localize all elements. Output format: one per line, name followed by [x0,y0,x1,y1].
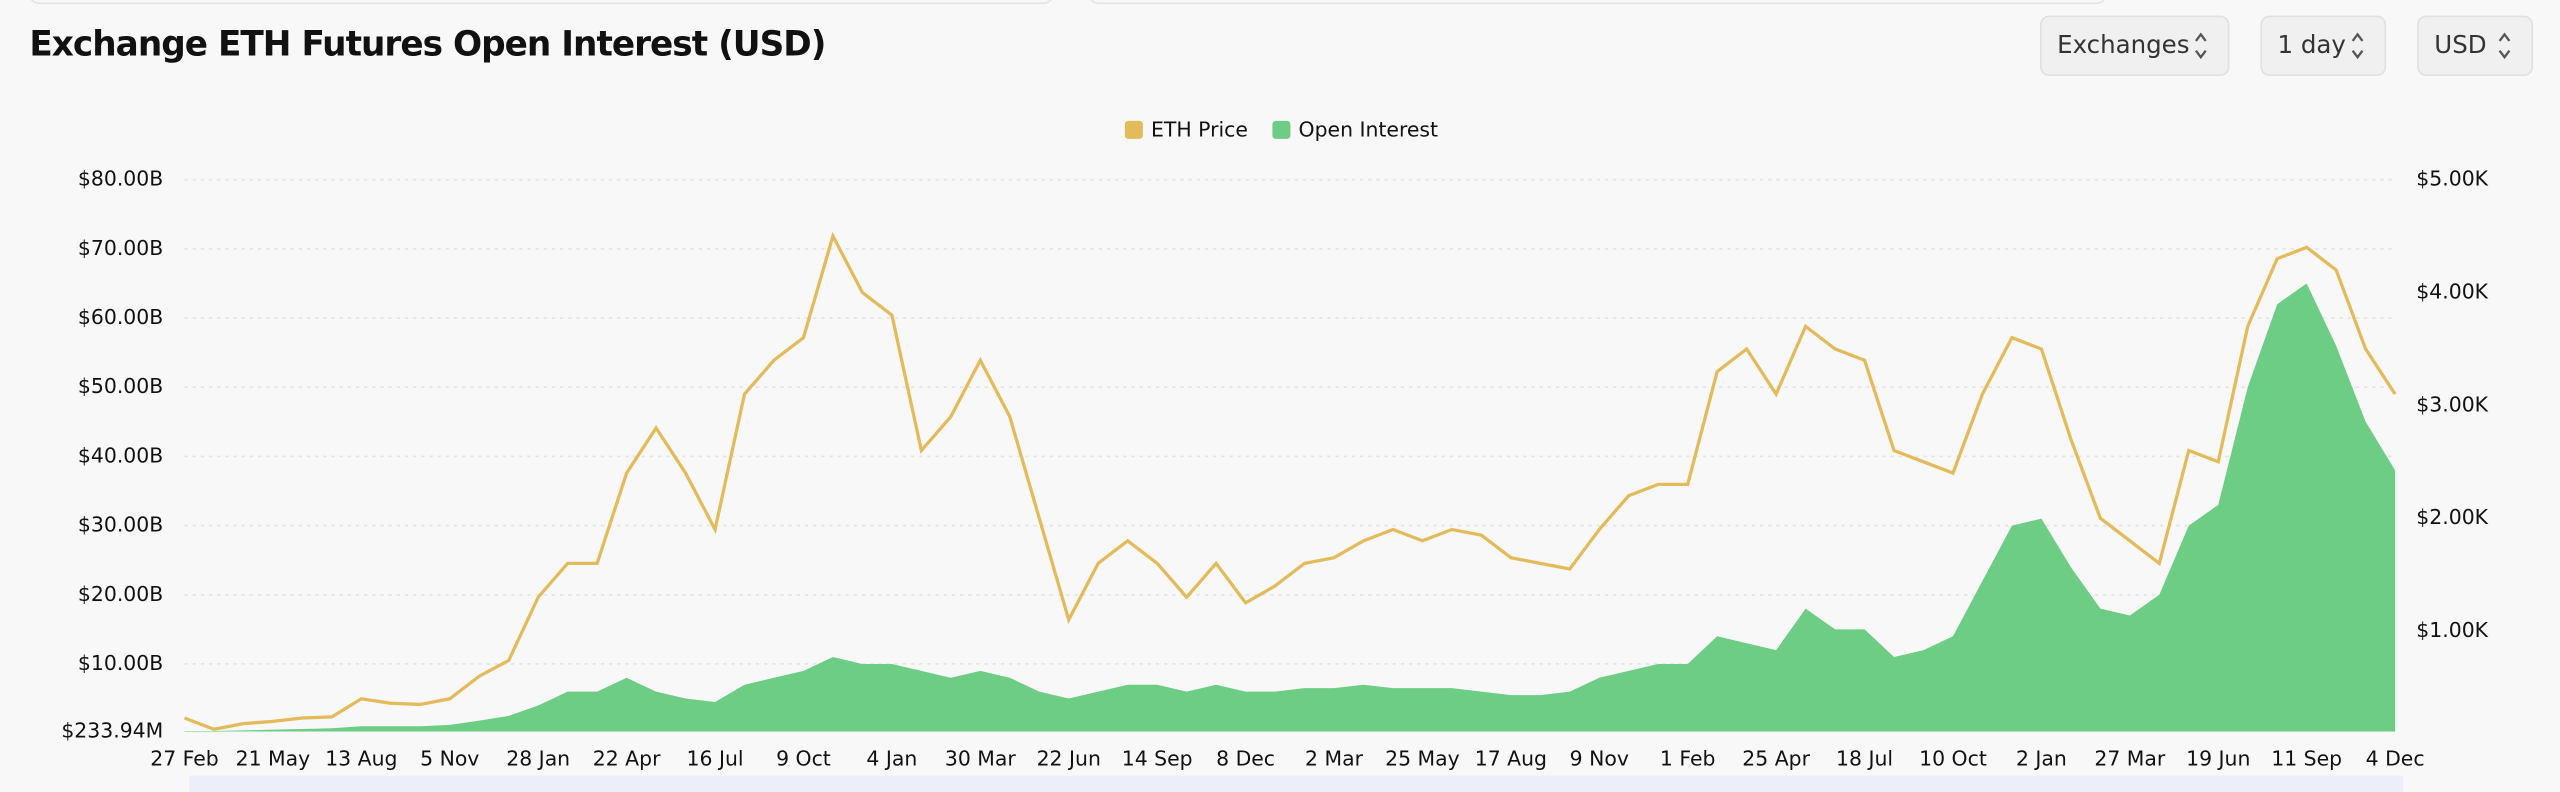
x-tick-label: 22 Apr [593,746,661,770]
y2-tick-label: $3.00K [2416,392,2488,416]
x-tick-label: 25 May [1385,746,1460,770]
x-tick-label: 5 Nov [420,746,479,770]
dropdown-label: 1 day [2278,30,2346,59]
y2-tick-label: $1.00K [2416,618,2488,642]
x-tick-label: 9 Nov [1570,746,1629,770]
chevron-icon [2498,32,2511,60]
legend-label[interactable]: Open Interest [1299,118,1439,142]
x-tick-label: 11 Sep [2271,746,2342,770]
x-tick-label: 27 Feb [150,746,219,770]
dropdown-box [2417,15,2534,77]
top-input [30,0,1052,5]
x-tick-label: 27 Mar [2094,746,2166,770]
dropdown-label: Exchanges [2057,30,2189,59]
dropdown[interactable]: USD [2417,15,2534,77]
x-tick-label: 30 Mar [945,746,1017,770]
y-tick-label: $10.00B [78,651,163,675]
x-tick-label: 17 Aug [1475,746,1547,770]
y2-tick-label: $5.00K [2416,167,2488,191]
legend-swatch[interactable] [1272,120,1291,139]
chart-title: Exchange ETH Futures Open Interest (USD) [29,24,825,64]
x-tick-label: 22 Jun [1037,746,1101,770]
x-tick-label: 13 Aug [325,746,397,770]
y-tick-label: $30.00B [78,513,163,537]
y-tick-label: $50.00B [78,374,163,398]
y-tick-label: $70.00B [78,236,163,260]
x-tick-label: 19 Jun [2186,746,2250,770]
area [184,283,2396,732]
x-tick-label: 21 May [236,746,311,770]
dropdown[interactable]: Exchanges [2039,15,2230,77]
x-tick-label: 2 Jan [2016,746,2067,770]
plot: $233.94M $10.00B $20.00B $30.00B $40.00B $50.… [61,118,2488,771]
navigator [189,775,2404,792]
y-tick-label: $233.94M [61,719,163,743]
x-tick-label: 4 Jan [866,746,917,770]
y-tick-label: $60.00B [78,305,163,329]
dropdown-label: USD [2434,30,2486,59]
x-tick-label: 16 Jul [687,746,744,770]
y-tick-label: $20.00B [78,582,163,606]
x-tick-label: 2 Mar [1305,746,1364,770]
y2-tick-label: $4.00K [2416,280,2488,304]
y-tick-label: $40.00B [78,443,163,467]
y2-tick-label: $2.00K [2416,505,2488,529]
controls: Exchanges 1 day USD [2039,15,2534,77]
dropdown-box [2260,15,2387,77]
x-tick-label: 1 Feb [1660,746,1716,770]
x-tick-label: 9 Oct [776,746,831,770]
x-tick-label: 18 Jul [1836,746,1893,770]
chevron-icon [2195,32,2207,60]
top-input [1090,0,2105,5]
y-tick-label: $80.00B [78,167,163,191]
legend-swatch[interactable] [1124,120,1143,139]
x-tick-label: 10 Oct [1919,746,1987,770]
x-tick-label: 8 Dec [1216,746,1275,770]
x-tick-label: 25 Apr [1742,746,1810,770]
chevron-icon [2351,32,2364,60]
x-tick-label: 28 Jan [506,746,570,770]
x-tick-label: 4 Dec [2366,746,2425,770]
legend-label[interactable]: ETH Price [1151,118,1248,142]
dropdown-box [2039,15,2230,77]
x-tick-label: 14 Sep [1122,746,1193,770]
dropdown[interactable]: 1 day [2260,15,2387,77]
line [183,231,2397,731]
